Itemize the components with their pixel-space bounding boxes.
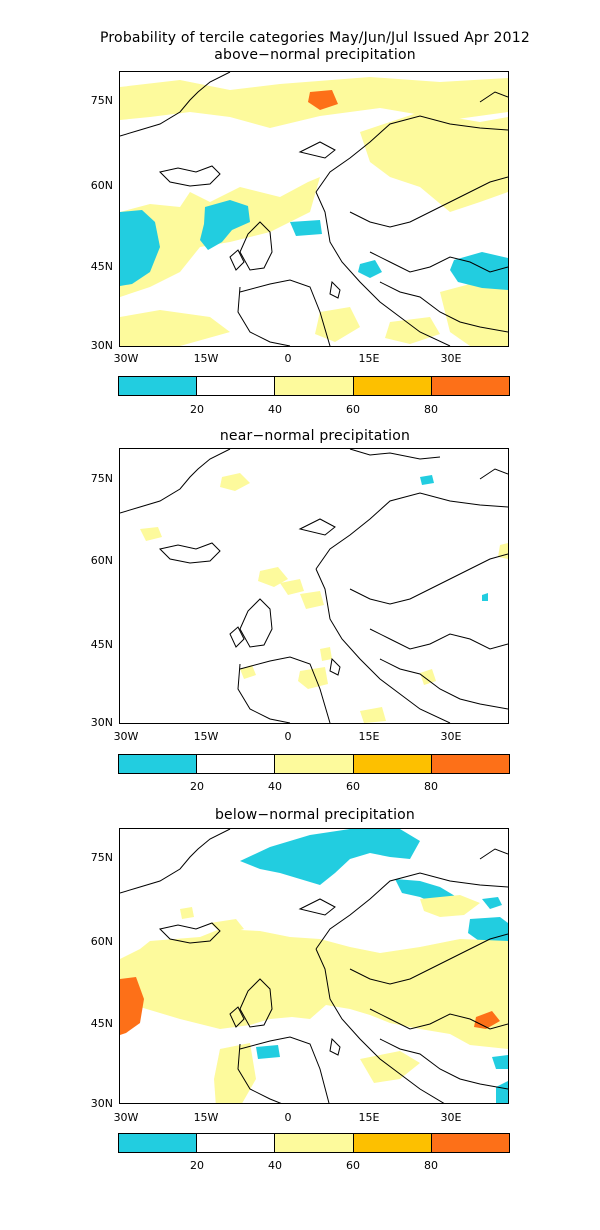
lon-label-15w: 15W xyxy=(193,352,219,365)
panel-title: near−normal precipitation xyxy=(219,428,411,444)
map-near-normal xyxy=(119,448,509,724)
colorbar-segment xyxy=(431,1134,510,1152)
coastlines xyxy=(120,72,508,346)
lon-label-30e: 30E xyxy=(440,1111,462,1124)
figure-title: Probability of tercile categories May/Ju… xyxy=(100,30,530,46)
coastlines xyxy=(120,449,508,723)
probability-shading xyxy=(120,77,508,346)
lat-label-30n: 30N xyxy=(90,339,113,352)
probability-shading xyxy=(120,829,508,1103)
lon-label-30w: 30W xyxy=(113,1111,139,1124)
lon-label-15e: 15E xyxy=(358,352,380,365)
lat-label-45n: 45N xyxy=(90,1017,113,1030)
lat-label-30n: 30N xyxy=(90,716,113,729)
colorbar-label-80: 80 xyxy=(424,780,438,793)
colorbar xyxy=(118,1133,510,1153)
probability-shading xyxy=(140,473,508,723)
map-below-normal xyxy=(119,828,509,1104)
colorbar-label-20: 20 xyxy=(190,403,204,416)
colorbar-segment xyxy=(353,377,432,395)
colorbar xyxy=(118,754,510,774)
coastlines xyxy=(120,829,508,1103)
colorbar-segment xyxy=(197,377,276,395)
colorbar-segment xyxy=(275,755,354,773)
colorbar-segment xyxy=(353,1134,432,1152)
colorbar-label-60: 60 xyxy=(346,403,360,416)
colorbar-label-40: 40 xyxy=(268,780,282,793)
colorbar-label-80: 80 xyxy=(424,403,438,416)
lat-label-45n: 45N xyxy=(90,638,113,651)
colorbar-label-40: 40 xyxy=(268,403,282,416)
lat-label-60n: 60N xyxy=(90,179,113,192)
lat-label-75n: 75N xyxy=(90,472,113,485)
lon-label-15e: 15E xyxy=(358,1111,380,1124)
lat-label-60n: 60N xyxy=(90,935,113,948)
colorbar-segment xyxy=(275,377,354,395)
colorbar-label-60: 60 xyxy=(346,780,360,793)
colorbar-label-80: 80 xyxy=(424,1159,438,1172)
map-canvas xyxy=(120,829,508,1103)
colorbar-segment xyxy=(119,755,198,773)
colorbar-label-20: 20 xyxy=(190,780,204,793)
lon-label-15w: 15W xyxy=(193,730,219,743)
lon-label-30w: 30W xyxy=(113,352,139,365)
lon-label-30e: 30E xyxy=(440,730,462,743)
colorbar-label-60: 60 xyxy=(346,1159,360,1172)
lat-label-30n: 30N xyxy=(90,1097,113,1110)
map-canvas xyxy=(120,449,508,723)
colorbar-segment xyxy=(197,755,276,773)
colorbar xyxy=(118,376,510,396)
lon-label-0: 0 xyxy=(284,730,292,743)
lon-label-0: 0 xyxy=(284,1111,292,1124)
lon-label-0: 0 xyxy=(284,352,292,365)
lon-label-30w: 30W xyxy=(113,730,139,743)
colorbar-segment xyxy=(197,1134,276,1152)
colorbar-segment xyxy=(431,755,510,773)
map-above-normal xyxy=(119,71,509,347)
colorbar-segment xyxy=(431,377,510,395)
map-canvas xyxy=(120,72,508,346)
colorbar-label-40: 40 xyxy=(268,1159,282,1172)
lon-label-30e: 30E xyxy=(440,352,462,365)
colorbar-segment xyxy=(119,1134,198,1152)
colorbar-segment xyxy=(353,755,432,773)
lon-label-15w: 15W xyxy=(193,1111,219,1124)
colorbar-segment xyxy=(275,1134,354,1152)
lon-label-15e: 15E xyxy=(358,730,380,743)
lat-label-45n: 45N xyxy=(90,260,113,273)
colorbar-segment xyxy=(119,377,198,395)
lat-label-75n: 75N xyxy=(90,851,113,864)
lat-label-75n: 75N xyxy=(90,94,113,107)
panel-title: below−normal precipitation xyxy=(214,807,416,823)
lat-label-60n: 60N xyxy=(90,554,113,567)
colorbar-label-20: 20 xyxy=(190,1159,204,1172)
panel-title: above−normal precipitation xyxy=(214,47,416,63)
